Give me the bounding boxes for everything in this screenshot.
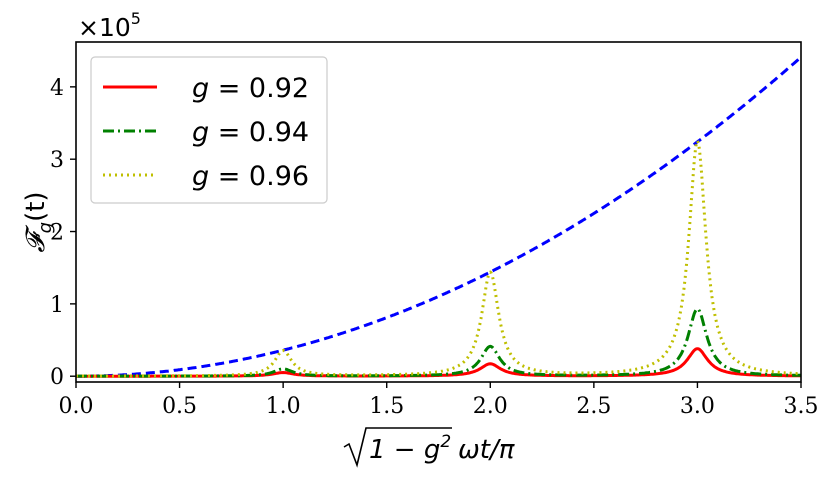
- legend-label: g = 0.96: [192, 161, 309, 192]
- x-tick-label: 0.0: [59, 394, 94, 419]
- series-line-0.96: [75, 139, 802, 378]
- legend: g = 0.92 g = 0.94 g = 0.96: [90, 56, 328, 204]
- y-tick-label: 3: [50, 148, 64, 173]
- plot-frame: [75, 41, 802, 383]
- legend-label: g = 0.94: [192, 117, 309, 148]
- x-tick-label: 2.0: [473, 394, 508, 419]
- y-tick-label: 0: [50, 365, 64, 390]
- x-axis-label: 1 − g2 ωt/π: [343, 427, 515, 468]
- legend-box: [90, 56, 328, 204]
- x-tick-label: 0.5: [162, 394, 197, 419]
- y-tick-label: 2: [50, 221, 64, 246]
- y-tick-label: 1: [50, 293, 64, 318]
- x-axis-label-suffix: ωt/π: [458, 435, 515, 465]
- x-tick-label: 3.0: [680, 394, 715, 419]
- series-line-0.94: [75, 307, 802, 378]
- x-axis-ticks: 0.0 0.5 1.0 1.5 2.0 2.5 3.0 3.5: [59, 382, 819, 419]
- x-tick-label: 2.5: [576, 394, 611, 419]
- series-line-0.92: [75, 347, 802, 378]
- y-axis-label: 𝓕g(t): [21, 191, 56, 252]
- legend-label: g = 0.92: [192, 73, 309, 104]
- x-tick-label: 3.5: [784, 394, 819, 419]
- x-axis-label-radical: [343, 427, 452, 468]
- y-multiplier: ×105: [78, 9, 141, 42]
- y-axis-ticks: 0 1 2 3 4: [50, 76, 76, 390]
- x-tick-label: 1.5: [369, 394, 404, 419]
- x-axis-label-radicand: 1 − g2: [369, 432, 451, 465]
- series-layer: [75, 56, 803, 378]
- x-tick-label: 1.0: [266, 394, 301, 419]
- y-tick-label: 4: [50, 76, 64, 101]
